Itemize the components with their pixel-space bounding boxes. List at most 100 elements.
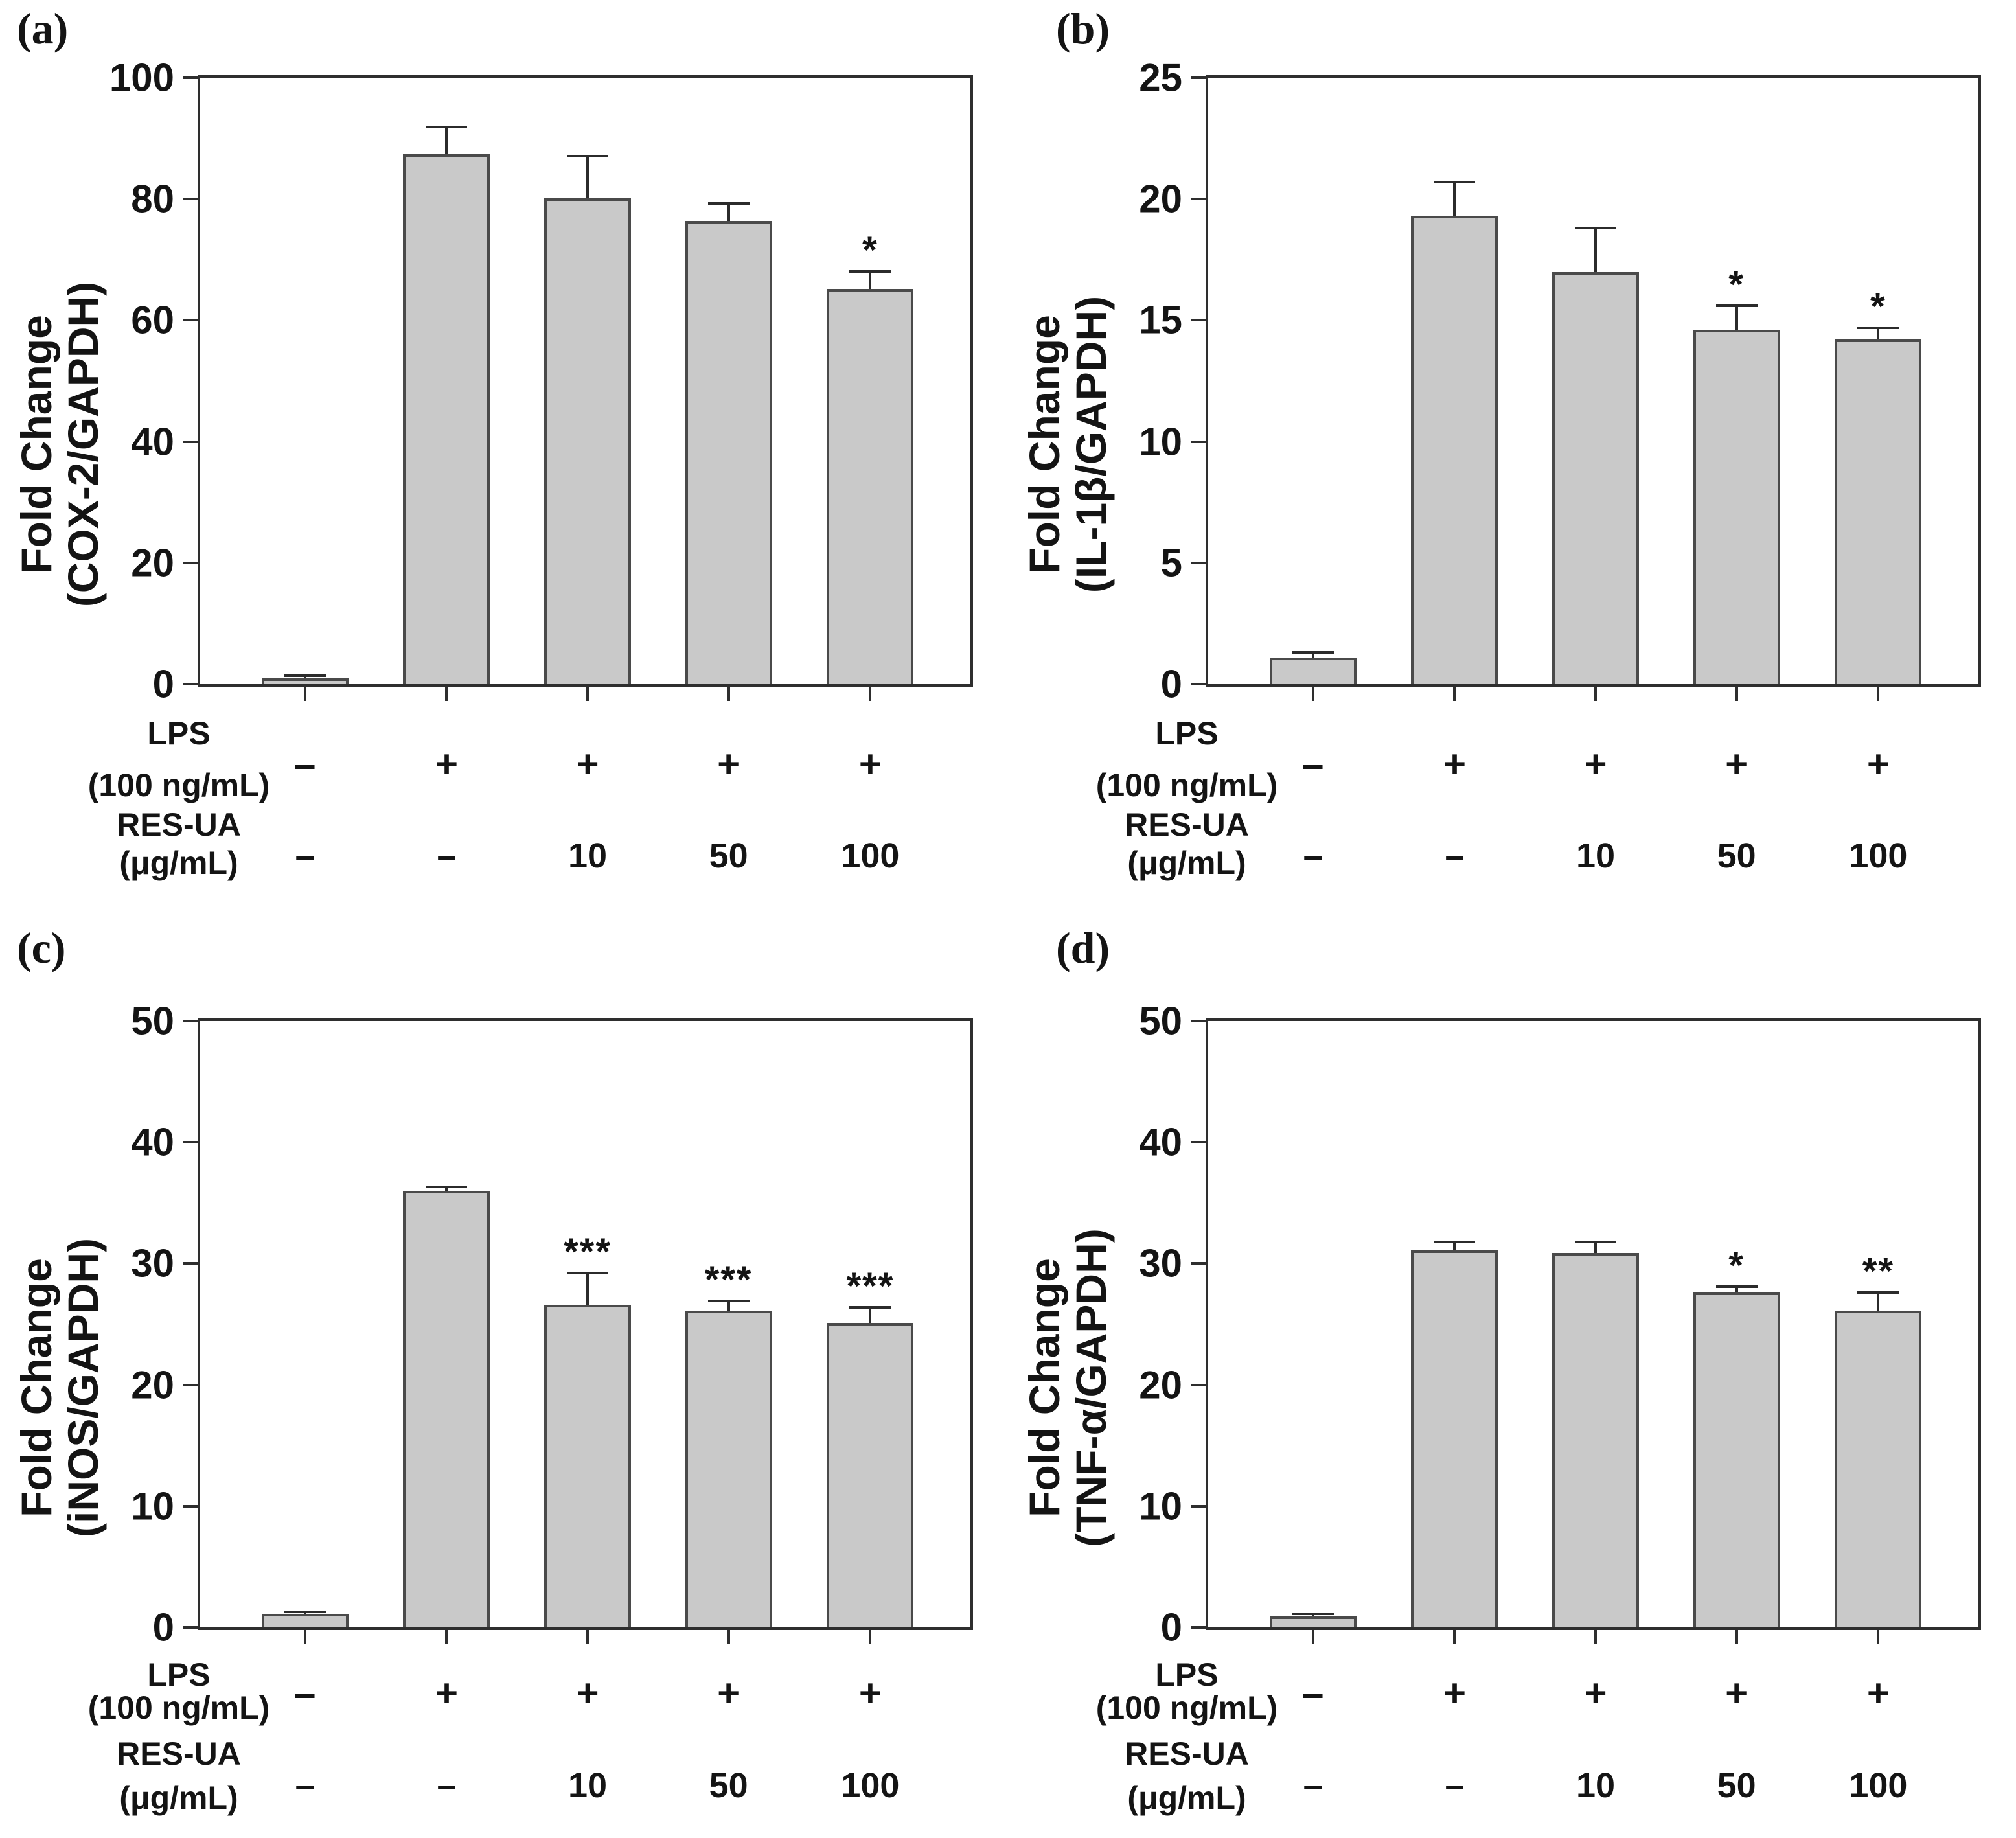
treatment-symbol: + bbox=[576, 742, 599, 786]
treatment-symbol: + bbox=[1443, 1671, 1466, 1715]
x-axis-tick bbox=[727, 687, 730, 701]
significance-marker: *** bbox=[846, 1265, 895, 1307]
y-axis-tick bbox=[183, 561, 198, 564]
lps-row-label-line1: LPS bbox=[1155, 715, 1219, 752]
x-axis-tick bbox=[1453, 1630, 1456, 1644]
panel-a: (a) Fold Change (COX-2/GAPDH) 0 20 40 60 80 1… bbox=[0, 0, 1008, 919]
y-axis-tick-label: 25 bbox=[1139, 56, 1182, 100]
treatment-symbol: + bbox=[576, 1671, 599, 1715]
panel-d: (d) Fold Change (TNF-α/GAPDH) 0 10 20 30 40 5… bbox=[1008, 919, 2016, 1838]
x-axis-tick bbox=[445, 687, 448, 701]
error-bar-cap bbox=[1857, 326, 1899, 329]
res-ua-row-label-line1: RES-UA bbox=[117, 1736, 241, 1772]
error-bar bbox=[1594, 228, 1598, 272]
y-axis-tick-label: 10 bbox=[131, 1484, 174, 1528]
bar bbox=[1411, 1250, 1498, 1627]
treatment-symbol: 50 bbox=[709, 1766, 748, 1805]
y-axis-tick-label: 40 bbox=[1139, 1120, 1182, 1164]
treatment-symbol: 10 bbox=[568, 1766, 608, 1805]
y-axis-title-line1: Fold Change bbox=[1020, 1258, 1068, 1517]
treatment-symbol: – bbox=[437, 836, 457, 875]
y-axis-tick bbox=[183, 319, 198, 322]
res-ua-row-label-line2: (μg/mL) bbox=[1127, 1780, 1246, 1816]
treatment-symbol: 50 bbox=[1717, 1766, 1756, 1805]
error-bar bbox=[586, 155, 590, 199]
y-axis-tick bbox=[183, 1504, 198, 1508]
error-bar-cap bbox=[1292, 651, 1334, 654]
lps-row-label-line1: LPS bbox=[147, 715, 211, 752]
y-axis-title-line2: (IL-1β/GAPDH) bbox=[1067, 295, 1115, 593]
treatment-symbol: 10 bbox=[568, 836, 608, 875]
lps-row-label-line2: (100 ng/mL) bbox=[87, 1690, 270, 1726]
y-axis-title: Fold Change (COX-2/GAPDH) bbox=[12, 281, 107, 608]
error-bar bbox=[1735, 305, 1738, 330]
y-axis-tick bbox=[1191, 561, 1206, 564]
bar bbox=[544, 1305, 632, 1627]
y-axis-tick-label: 20 bbox=[1139, 1363, 1182, 1407]
y-axis-tick bbox=[1191, 1504, 1206, 1508]
res-ua-dose-row: – – 10 50 100 bbox=[1208, 837, 1978, 876]
x-axis-tick bbox=[1453, 687, 1456, 701]
y-axis-tick-label: 80 bbox=[131, 177, 174, 221]
x-axis-tick bbox=[586, 1630, 590, 1644]
y-axis-tick-label: 20 bbox=[131, 541, 174, 585]
error-bar bbox=[586, 1273, 590, 1305]
error-bar-cap bbox=[1715, 304, 1758, 307]
treatment-symbol: – bbox=[295, 1766, 315, 1805]
error-bar bbox=[869, 271, 872, 289]
y-axis-tick-label: 50 bbox=[1139, 999, 1182, 1043]
lps-treatment-row: – + + + + bbox=[200, 745, 970, 784]
bar bbox=[1269, 657, 1357, 684]
treatment-symbol: 100 bbox=[841, 836, 900, 875]
y-axis-title-line1: Fold Change bbox=[12, 1258, 60, 1517]
significance-marker: * bbox=[1728, 263, 1745, 306]
treatment-symbol: – bbox=[295, 836, 315, 875]
x-axis-tick bbox=[1735, 1630, 1738, 1644]
bar bbox=[1269, 1616, 1357, 1627]
y-axis-tick-label: 20 bbox=[1139, 177, 1182, 221]
treatment-symbol: 10 bbox=[1576, 836, 1616, 875]
error-bar-cap bbox=[1715, 1285, 1758, 1288]
treatment-symbol: – bbox=[1302, 742, 1324, 786]
y-axis-tick-label: 100 bbox=[109, 56, 174, 100]
panel-letter: (d) bbox=[1056, 923, 1110, 972]
x-axis-tick bbox=[869, 687, 872, 701]
y-axis-title-line2: (COX-2/GAPDH) bbox=[59, 281, 107, 608]
x-axis-tick bbox=[1311, 1630, 1314, 1644]
x-axis-tick bbox=[1311, 687, 1314, 701]
y-axis-tick-label: 50 bbox=[131, 999, 174, 1043]
y-axis-tick bbox=[183, 440, 198, 443]
error-bar bbox=[445, 126, 448, 154]
lps-treatment-row: – + + + + bbox=[200, 1674, 970, 1713]
treatment-symbol: + bbox=[435, 1671, 458, 1715]
bar bbox=[1552, 1252, 1640, 1627]
y-axis-tick-label: 10 bbox=[1139, 1484, 1182, 1528]
treatment-symbol: + bbox=[717, 742, 740, 786]
treatment-symbol: + bbox=[1866, 1671, 1890, 1715]
error-bar-cap bbox=[1857, 1291, 1899, 1294]
treatment-symbol: + bbox=[717, 1671, 740, 1715]
error-bar-cap bbox=[1434, 181, 1476, 183]
y-axis-tick-label: 30 bbox=[1139, 1241, 1182, 1285]
error-bar-cap bbox=[284, 1610, 326, 1613]
treatment-symbol: + bbox=[435, 742, 458, 786]
treatment-symbol: – bbox=[1303, 1766, 1323, 1805]
bar bbox=[1552, 271, 1640, 684]
error-bar bbox=[1735, 1286, 1738, 1293]
treatment-symbol: – bbox=[294, 1671, 316, 1715]
y-axis-title: Fold Change (iNOS/GAPDH) bbox=[12, 1238, 107, 1537]
y-axis-tick bbox=[1191, 1383, 1206, 1386]
lps-treatment-row: – + + + + bbox=[1208, 745, 1978, 784]
y-axis-tick bbox=[183, 1020, 198, 1022]
y-axis-tick bbox=[1191, 1141, 1206, 1144]
x-axis-tick bbox=[1877, 1630, 1880, 1644]
treatment-symbol: – bbox=[294, 742, 316, 786]
y-axis-tick-label: 20 bbox=[131, 1363, 174, 1407]
error-bar-cap bbox=[707, 201, 750, 205]
y-axis-tick bbox=[183, 683, 198, 685]
y-axis-title-line1: Fold Change bbox=[1020, 315, 1068, 574]
treatment-symbol: – bbox=[1445, 1766, 1465, 1805]
error-bar bbox=[1311, 652, 1314, 658]
y-axis-tick-label: 0 bbox=[1160, 662, 1182, 706]
significance-marker: *** bbox=[564, 1231, 612, 1274]
